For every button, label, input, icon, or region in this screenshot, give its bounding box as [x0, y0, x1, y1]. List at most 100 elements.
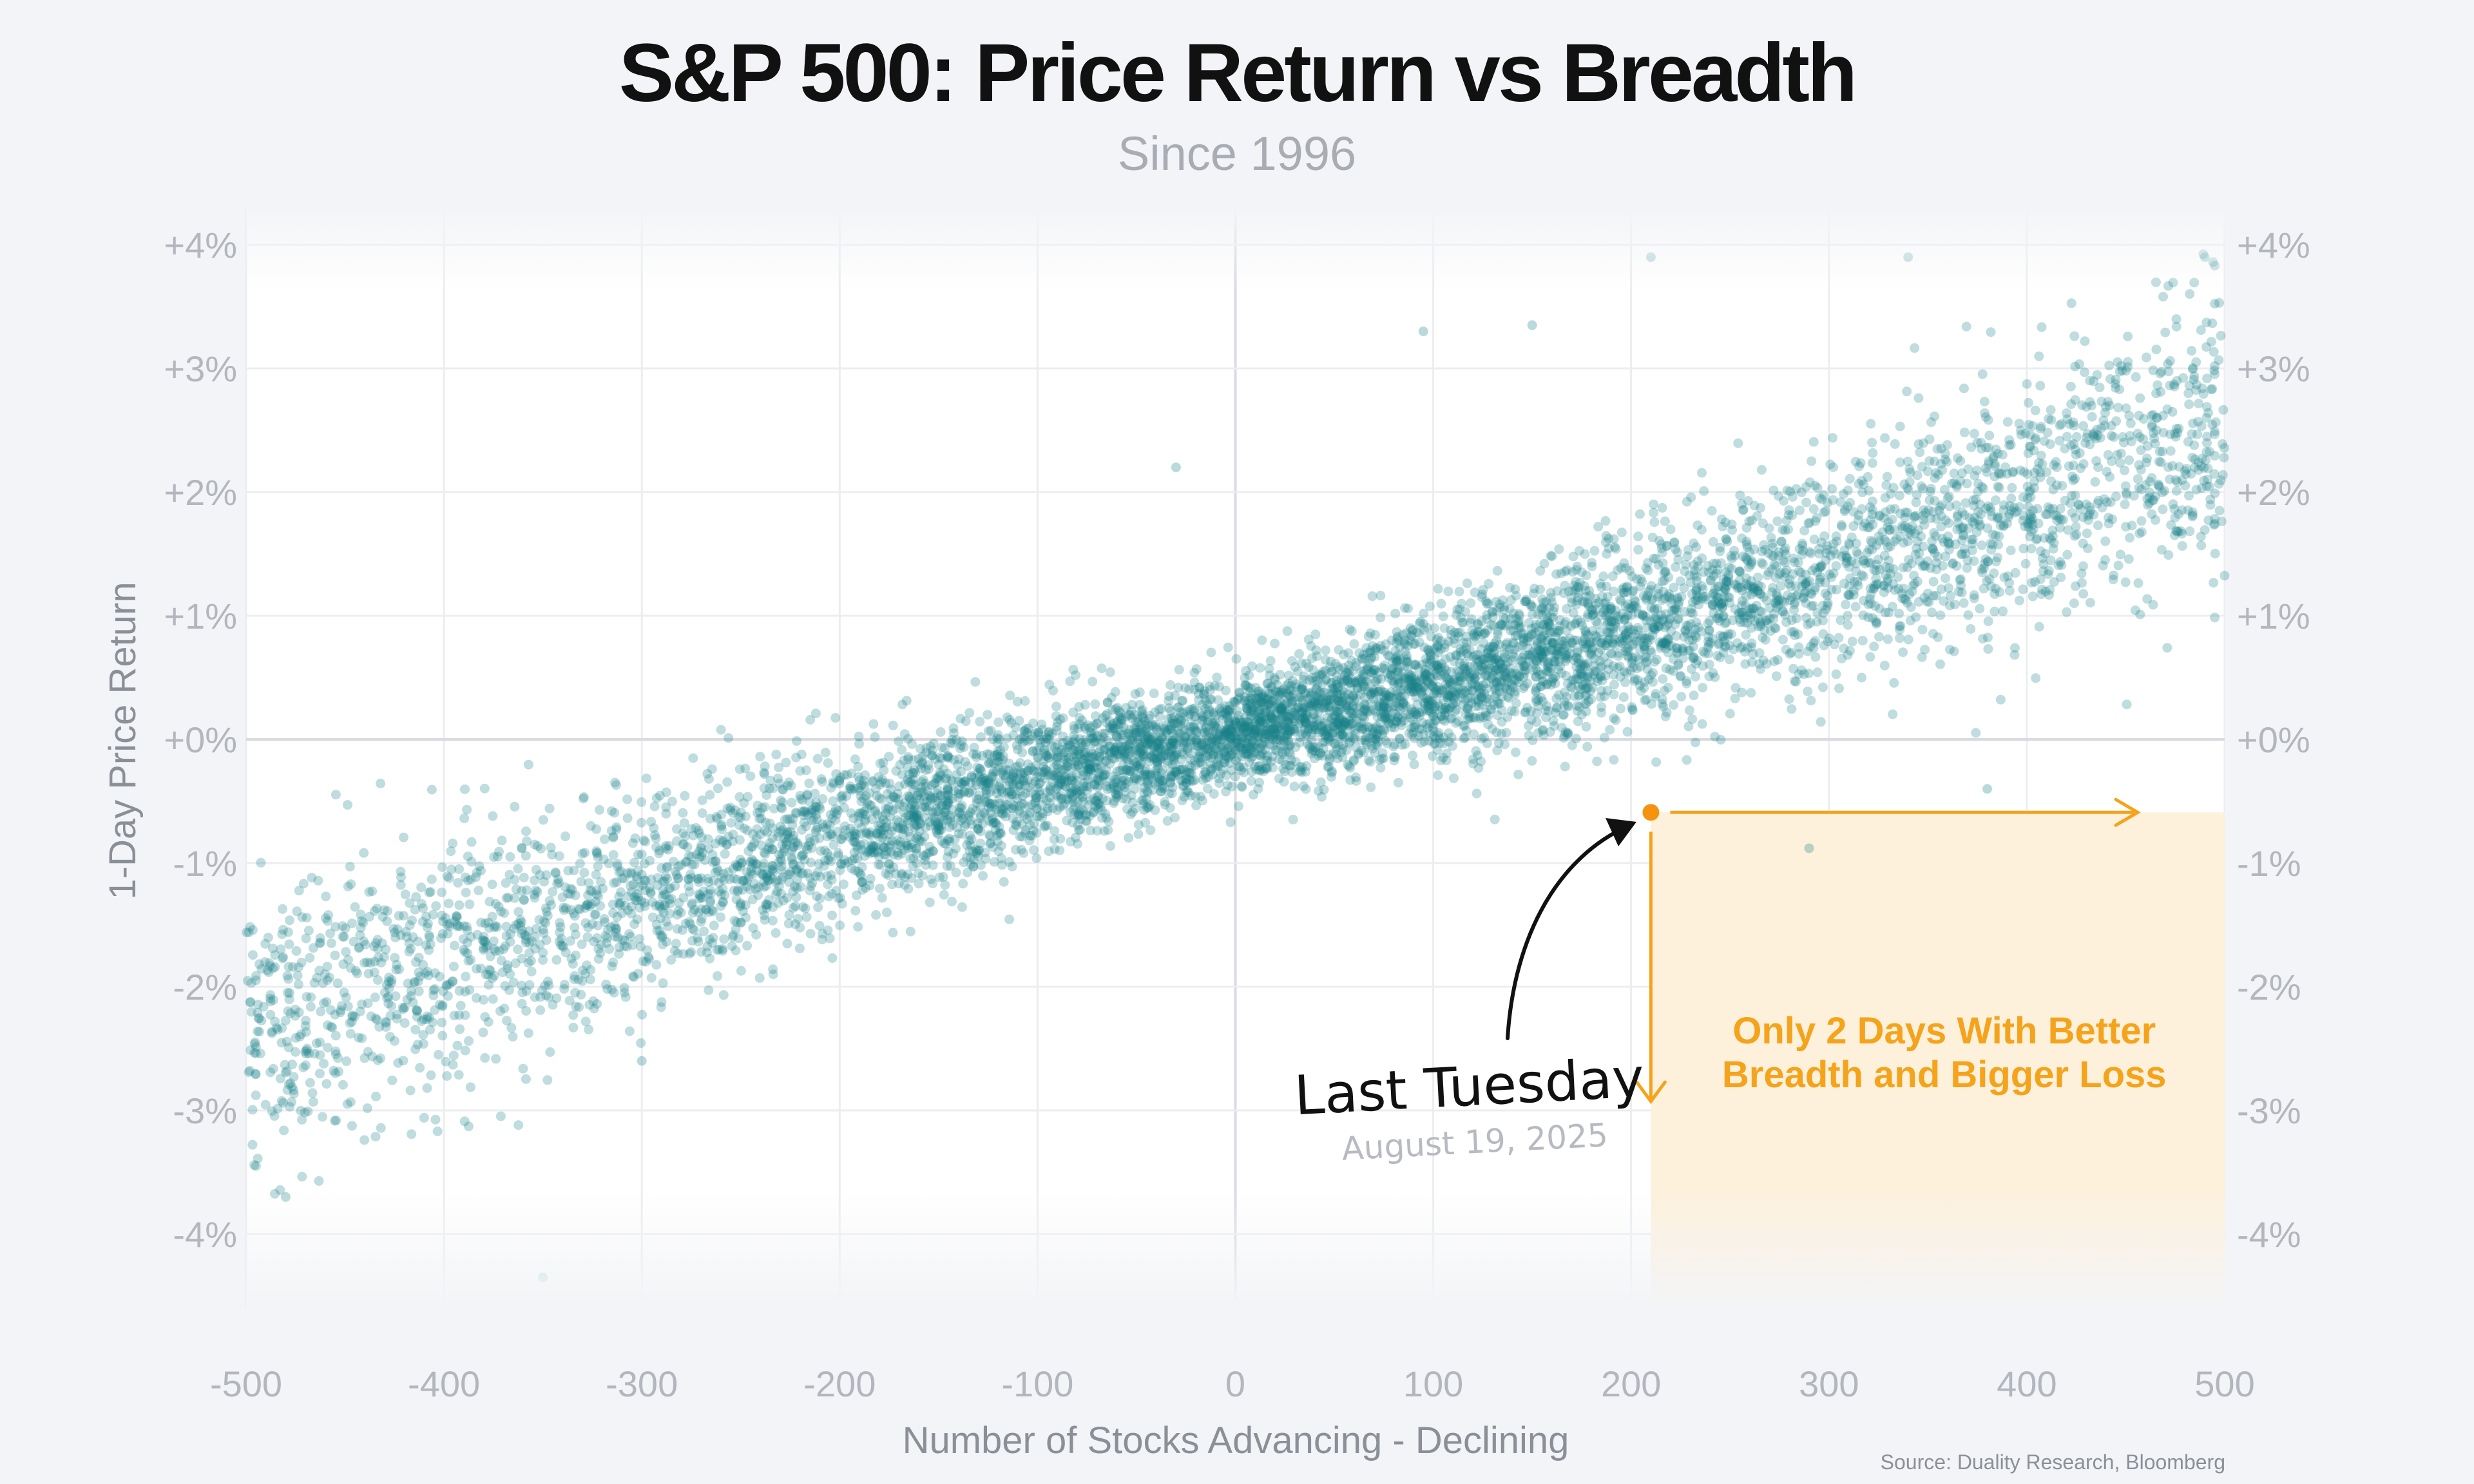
scatter-point	[2004, 512, 2013, 522]
scatter-point	[447, 976, 457, 987]
scatter-point	[1367, 591, 1377, 602]
scatter-point	[999, 742, 1009, 752]
scatter-point	[1636, 686, 1646, 696]
scatter-point	[1470, 628, 1480, 638]
scatter-point	[1874, 632, 1884, 642]
scatter-point	[2035, 381, 2046, 391]
scatter-point	[746, 867, 756, 877]
scatter-point	[1867, 437, 1877, 448]
scatter-point	[870, 732, 880, 742]
scatter-point	[1225, 758, 1235, 768]
scatter-point	[2028, 591, 2038, 602]
scatter-point	[2095, 383, 2105, 392]
scatter-point	[925, 897, 935, 908]
scatter-point	[2062, 549, 2073, 560]
scatter-point	[1068, 817, 1078, 828]
scatter-point	[1314, 786, 1323, 796]
scatter-point	[727, 941, 737, 951]
scatter-point	[1977, 369, 1988, 379]
scatter-point	[1962, 563, 1972, 573]
scatter-point	[331, 790, 341, 800]
scatter-point	[1935, 610, 1946, 620]
scatter-point	[1635, 680, 1645, 690]
scatter-point	[1248, 736, 1258, 746]
scatter-point	[1850, 602, 1861, 612]
scatter-point	[2162, 643, 2172, 653]
scatter-point	[2214, 479, 2224, 489]
scatter-point	[1222, 705, 1232, 715]
scatter-point	[1435, 671, 1446, 681]
scatter-point	[1272, 734, 1283, 745]
scatter-point	[1427, 681, 1437, 692]
scatter-point	[1622, 727, 1633, 737]
scatter-point	[1198, 739, 1208, 749]
scatter-point	[1710, 732, 1720, 742]
scatter-point	[316, 1006, 326, 1016]
scatter-point	[932, 825, 942, 835]
scatter-point	[2106, 431, 2116, 441]
scatter-point	[1082, 786, 1092, 796]
scatter-point	[2184, 491, 2194, 501]
scatter-point	[772, 875, 782, 886]
scatter-point	[466, 837, 477, 847]
scatter-point	[1146, 751, 1156, 761]
chart-subtitle: Since 1996	[1117, 127, 1357, 180]
scatter-point	[658, 978, 668, 988]
scatter-point	[1560, 761, 1570, 772]
scatter-point	[340, 923, 350, 933]
scatter-point	[1011, 844, 1021, 855]
scatter-point	[2185, 289, 2195, 299]
scatter-point	[1531, 655, 1541, 665]
scatter-point	[588, 996, 599, 1006]
scatter-point	[751, 859, 761, 869]
scatter-point	[1843, 650, 1853, 660]
scatter-point	[387, 1075, 398, 1085]
scatter-point	[490, 899, 501, 909]
scatter-point	[894, 736, 904, 747]
scatter-point	[2105, 497, 2116, 508]
scatter-point	[608, 832, 618, 842]
scatter-point	[1741, 553, 1750, 563]
scatter-point	[389, 1036, 399, 1046]
scatter-point	[1255, 663, 1265, 673]
scatter-point	[1225, 817, 1236, 828]
scatter-point	[760, 761, 770, 772]
scatter-point	[435, 1000, 445, 1010]
scatter-point	[1586, 694, 1597, 705]
scatter-point	[1076, 814, 1086, 824]
scatter-point	[1984, 430, 1995, 441]
scatter-point	[800, 903, 810, 913]
scatter-point	[551, 993, 562, 1004]
scatter-point	[1359, 681, 1370, 692]
scatter-point	[305, 1002, 316, 1012]
scatter-point	[1895, 633, 1905, 643]
scatter-point	[1350, 725, 1360, 735]
scatter-point	[1334, 645, 1344, 655]
scatter-point	[434, 971, 445, 982]
scatter-point	[2177, 541, 2187, 551]
scatter-point	[742, 825, 753, 835]
scatter-point	[1644, 632, 1654, 642]
scatter-point	[551, 955, 562, 965]
scatter-point	[1658, 674, 1668, 684]
scatter-point	[680, 791, 690, 801]
scatter-point	[724, 733, 734, 743]
scatter-point	[1808, 437, 1819, 447]
scatter-point	[519, 895, 529, 905]
scatter-point	[879, 842, 889, 852]
scatter-point	[842, 770, 852, 780]
scatter-point	[1303, 727, 1313, 737]
scatter-point	[1771, 598, 1781, 609]
scatter-point	[1017, 819, 1027, 829]
scatter-point	[2134, 483, 2144, 493]
scatter-point	[1049, 834, 1059, 844]
scatter-point	[2056, 573, 2066, 583]
scatter-point	[1631, 636, 1642, 647]
scatter-point	[734, 835, 745, 845]
scatter-point	[1879, 660, 1890, 671]
scatter-point	[418, 1030, 428, 1040]
scatter-point	[1287, 767, 1297, 777]
scatter-point	[939, 839, 949, 848]
scatter-point	[1770, 623, 1781, 634]
scatter-point	[538, 815, 548, 825]
